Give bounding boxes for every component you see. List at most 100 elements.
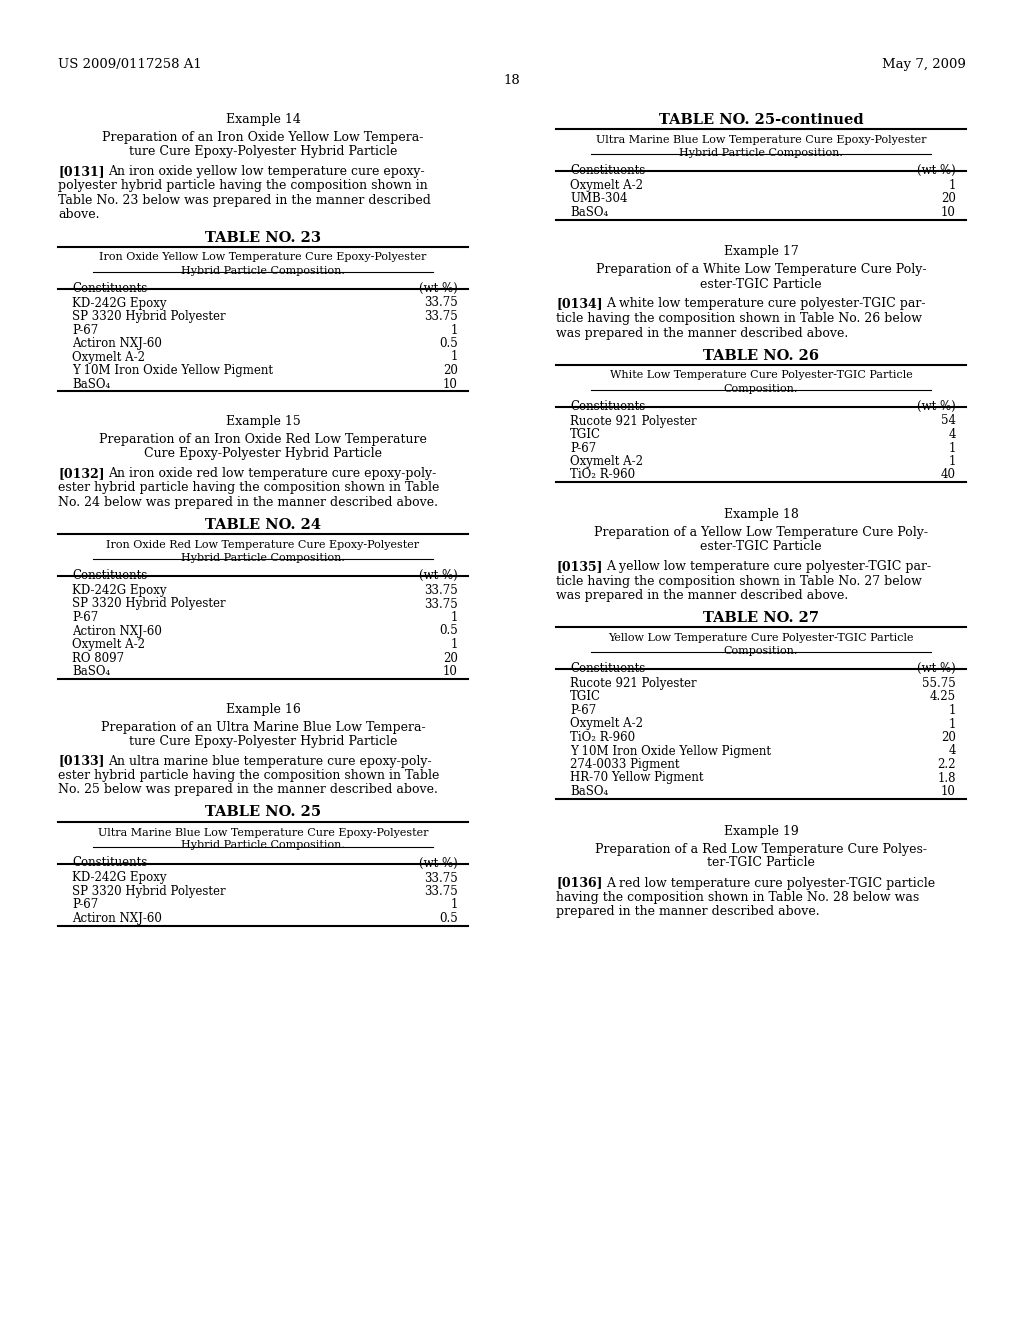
Text: Preparation of an Iron Oxide Yellow Low Tempera-: Preparation of an Iron Oxide Yellow Low … bbox=[102, 131, 424, 144]
Text: P-67: P-67 bbox=[570, 441, 596, 454]
Text: [0131]: [0131] bbox=[58, 165, 104, 178]
Text: [0134]: [0134] bbox=[556, 297, 603, 310]
Text: P-67: P-67 bbox=[72, 899, 98, 912]
Text: 274-0033 Pigment: 274-0033 Pigment bbox=[570, 758, 680, 771]
Text: Oxymelt A-2: Oxymelt A-2 bbox=[570, 718, 643, 730]
Text: Example 19: Example 19 bbox=[724, 825, 799, 837]
Text: TABLE NO. 25: TABLE NO. 25 bbox=[205, 805, 322, 820]
Text: 33.75: 33.75 bbox=[424, 884, 458, 898]
Text: Y 10M Iron Oxide Yellow Pigment: Y 10M Iron Oxide Yellow Pigment bbox=[72, 364, 273, 378]
Text: having the composition shown in Table No. 28 below was: having the composition shown in Table No… bbox=[556, 891, 920, 904]
Text: RO 8097: RO 8097 bbox=[72, 652, 124, 664]
Text: 20: 20 bbox=[941, 193, 956, 206]
Text: US 2009/0117258 A1: US 2009/0117258 A1 bbox=[58, 58, 202, 71]
Text: P-67: P-67 bbox=[72, 323, 98, 337]
Text: Oxymelt A-2: Oxymelt A-2 bbox=[570, 180, 643, 191]
Text: A red low temperature cure polyester-TGIC particle: A red low temperature cure polyester-TGI… bbox=[606, 876, 935, 890]
Text: 4.25: 4.25 bbox=[930, 690, 956, 704]
Text: Constituents: Constituents bbox=[72, 569, 147, 582]
Text: BaSO₄: BaSO₄ bbox=[570, 206, 608, 219]
Text: TGIC: TGIC bbox=[570, 428, 601, 441]
Text: BaSO₄: BaSO₄ bbox=[570, 785, 608, 799]
Text: Oxymelt A-2: Oxymelt A-2 bbox=[570, 455, 643, 469]
Text: 10: 10 bbox=[941, 206, 956, 219]
Text: 4: 4 bbox=[948, 744, 956, 758]
Text: KD-242G Epoxy: KD-242G Epoxy bbox=[72, 583, 167, 597]
Text: 1: 1 bbox=[948, 180, 956, 191]
Text: ticle having the composition shown in Table No. 26 below: ticle having the composition shown in Ta… bbox=[556, 312, 922, 325]
Text: above.: above. bbox=[58, 209, 99, 222]
Text: 0.5: 0.5 bbox=[439, 624, 458, 638]
Text: BaSO₄: BaSO₄ bbox=[72, 665, 111, 678]
Text: TiO₂ R-960: TiO₂ R-960 bbox=[570, 731, 635, 744]
Text: White Low Temperature Cure Polyester-TGIC Particle: White Low Temperature Cure Polyester-TGI… bbox=[609, 371, 912, 380]
Text: [0132]: [0132] bbox=[58, 467, 104, 480]
Text: ticle having the composition shown in Table No. 27 below: ticle having the composition shown in Ta… bbox=[556, 574, 922, 587]
Text: Example 18: Example 18 bbox=[724, 508, 799, 521]
Text: Rucote 921 Polyester: Rucote 921 Polyester bbox=[570, 414, 696, 428]
Text: Composition.: Composition. bbox=[724, 384, 798, 393]
Text: ester hybrid particle having the composition shown in Table: ester hybrid particle having the composi… bbox=[58, 770, 439, 781]
Text: 10: 10 bbox=[443, 665, 458, 678]
Text: 10: 10 bbox=[443, 378, 458, 391]
Text: was prepared in the manner described above.: was prepared in the manner described abo… bbox=[556, 589, 848, 602]
Text: An iron oxide red low temperature cure epoxy-poly-: An iron oxide red low temperature cure e… bbox=[108, 467, 436, 480]
Text: Constituents: Constituents bbox=[72, 281, 147, 294]
Text: (wt %): (wt %) bbox=[419, 281, 458, 294]
Text: 2.2: 2.2 bbox=[938, 758, 956, 771]
Text: Actiron NXJ-60: Actiron NXJ-60 bbox=[72, 912, 162, 925]
Text: UMB-304: UMB-304 bbox=[570, 193, 628, 206]
Text: Hybrid Particle Composition.: Hybrid Particle Composition. bbox=[181, 841, 345, 850]
Text: Iron Oxide Red Low Temperature Cure Epoxy-Polyester: Iron Oxide Red Low Temperature Cure Epox… bbox=[106, 540, 420, 550]
Text: Preparation of an Ultra Marine Blue Low Tempera-: Preparation of an Ultra Marine Blue Low … bbox=[100, 721, 425, 734]
Text: A yellow low temperature cure polyester-TGIC par-: A yellow low temperature cure polyester-… bbox=[606, 560, 931, 573]
Text: 20: 20 bbox=[941, 731, 956, 744]
Text: TABLE NO. 26: TABLE NO. 26 bbox=[703, 348, 819, 363]
Text: Yellow Low Temperature Cure Polyester-TGIC Particle: Yellow Low Temperature Cure Polyester-TG… bbox=[608, 634, 913, 643]
Text: ester-TGIC Particle: ester-TGIC Particle bbox=[700, 277, 822, 290]
Text: 20: 20 bbox=[443, 652, 458, 664]
Text: Composition.: Composition. bbox=[724, 645, 798, 656]
Text: An iron oxide yellow low temperature cure epoxy-: An iron oxide yellow low temperature cur… bbox=[108, 165, 425, 178]
Text: 33.75: 33.75 bbox=[424, 297, 458, 309]
Text: Constituents: Constituents bbox=[570, 164, 645, 177]
Text: Actiron NXJ-60: Actiron NXJ-60 bbox=[72, 624, 162, 638]
Text: Preparation of a Yellow Low Temperature Cure Poly-: Preparation of a Yellow Low Temperature … bbox=[594, 525, 928, 539]
Text: Hybrid Particle Composition.: Hybrid Particle Composition. bbox=[181, 553, 345, 564]
Text: 1: 1 bbox=[451, 899, 458, 912]
Text: TABLE NO. 23: TABLE NO. 23 bbox=[205, 231, 321, 244]
Text: Example 17: Example 17 bbox=[724, 246, 799, 259]
Text: Constituents: Constituents bbox=[72, 857, 147, 870]
Text: (wt %): (wt %) bbox=[419, 569, 458, 582]
Text: Ultra Marine Blue Low Temperature Cure Epoxy-Polyester: Ultra Marine Blue Low Temperature Cure E… bbox=[596, 135, 927, 145]
Text: Constituents: Constituents bbox=[570, 663, 645, 675]
Text: (wt %): (wt %) bbox=[419, 857, 458, 870]
Text: Iron Oxide Yellow Low Temperature Cure Epoxy-Polyester: Iron Oxide Yellow Low Temperature Cure E… bbox=[99, 252, 427, 263]
Text: (wt %): (wt %) bbox=[918, 400, 956, 412]
Text: KD-242G Epoxy: KD-242G Epoxy bbox=[72, 871, 167, 884]
Text: 10: 10 bbox=[941, 785, 956, 799]
Text: Oxymelt A-2: Oxymelt A-2 bbox=[72, 638, 145, 651]
Text: Table No. 23 below was prepared in the manner described: Table No. 23 below was prepared in the m… bbox=[58, 194, 431, 207]
Text: Ultra Marine Blue Low Temperature Cure Epoxy-Polyester: Ultra Marine Blue Low Temperature Cure E… bbox=[97, 828, 428, 837]
Text: Cure Epoxy-Polyester Hybrid Particle: Cure Epoxy-Polyester Hybrid Particle bbox=[144, 447, 382, 459]
Text: 1.8: 1.8 bbox=[938, 771, 956, 784]
Text: 0.5: 0.5 bbox=[439, 912, 458, 925]
Text: Preparation of a Red Low Temperature Cure Polyes-: Preparation of a Red Low Temperature Cur… bbox=[595, 842, 927, 855]
Text: 18: 18 bbox=[504, 74, 520, 87]
Text: An ultra marine blue temperature cure epoxy-poly-: An ultra marine blue temperature cure ep… bbox=[108, 755, 432, 767]
Text: Hybrid Particle Composition.: Hybrid Particle Composition. bbox=[181, 265, 345, 276]
Text: 1: 1 bbox=[948, 718, 956, 730]
Text: A white low temperature cure polyester-TGIC par-: A white low temperature cure polyester-T… bbox=[606, 297, 926, 310]
Text: 54: 54 bbox=[941, 414, 956, 428]
Text: 1: 1 bbox=[948, 704, 956, 717]
Text: 1: 1 bbox=[451, 611, 458, 624]
Text: Preparation of a White Low Temperature Cure Poly-: Preparation of a White Low Temperature C… bbox=[596, 264, 927, 276]
Text: 33.75: 33.75 bbox=[424, 598, 458, 610]
Text: Oxymelt A-2: Oxymelt A-2 bbox=[72, 351, 145, 363]
Text: Y 10M Iron Oxide Yellow Pigment: Y 10M Iron Oxide Yellow Pigment bbox=[570, 744, 771, 758]
Text: HR-70 Yellow Pigment: HR-70 Yellow Pigment bbox=[570, 771, 703, 784]
Text: 0.5: 0.5 bbox=[439, 337, 458, 350]
Text: was prepared in the manner described above.: was prepared in the manner described abo… bbox=[556, 326, 848, 339]
Text: Example 15: Example 15 bbox=[225, 414, 300, 428]
